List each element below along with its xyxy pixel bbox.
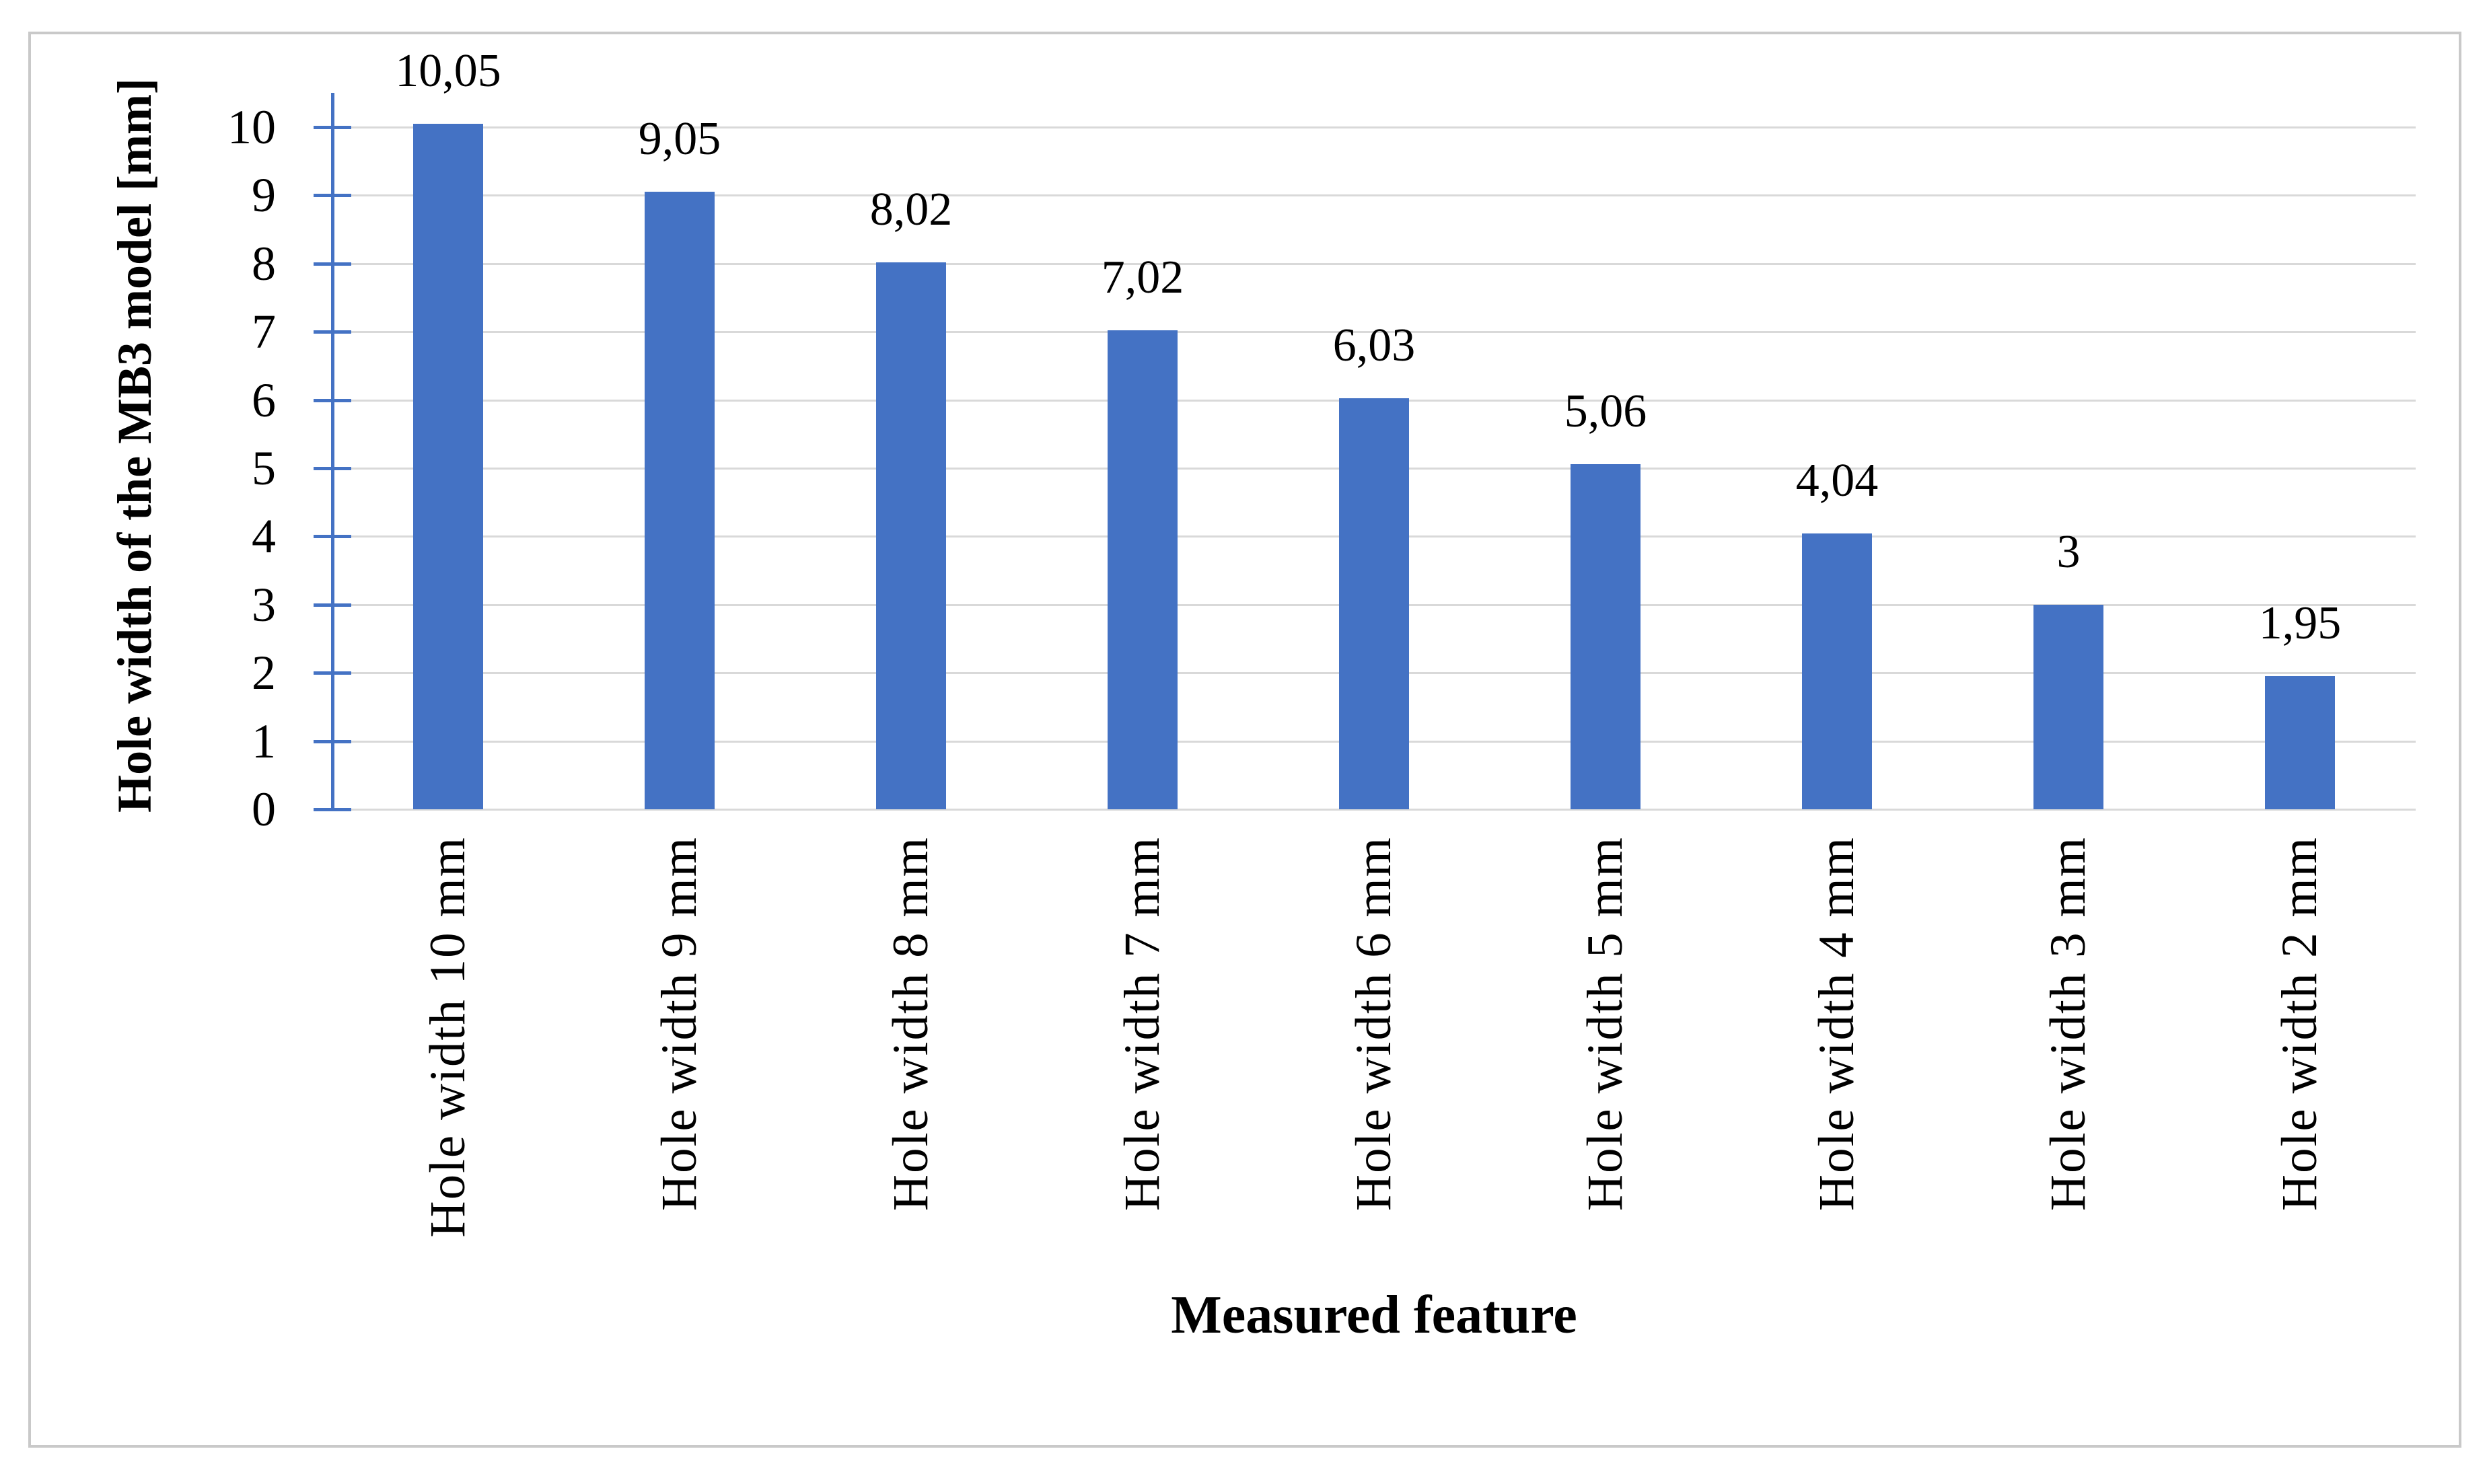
bar [876,262,946,809]
bar [2033,604,2103,809]
category-label: Hole width 5 mm [1577,836,1633,1212]
y-tick [314,330,351,334]
bar-value-label: 6,03 [1332,319,1416,371]
bar-value-label: 10,05 [395,44,501,97]
y-tick [314,194,351,198]
bar-value-label: 1,95 [2258,597,2342,650]
y-tick [314,739,351,743]
y-tick [314,603,351,607]
y-axis-line [331,93,334,811]
bar-value-label: 4,04 [1795,455,1879,507]
bar [413,123,483,809]
gridline [332,126,2416,128]
bar [1108,330,1178,809]
y-axis-title: Hole width of the MB3 model [mm] [108,78,161,813]
category-label: Hole width 3 mm [2040,836,2096,1212]
bar [2265,676,2335,809]
y-tick-label: 7 [252,305,276,359]
x-axis-baseline [332,809,2416,811]
y-tick [314,808,351,811]
bar [1571,463,1641,809]
y-tick-label: 9 [252,168,276,223]
category-label: Hole width 8 mm [883,836,939,1212]
bar-value-label: 9,05 [638,113,721,165]
bar-value-label: 3 [2056,525,2081,578]
y-tick-label: 1 [252,714,276,768]
y-tick-label: 6 [252,373,276,427]
y-tick [314,126,351,129]
y-tick-label: 2 [252,646,276,700]
bar-value-label: 7,02 [1101,252,1184,304]
gridline [332,194,2416,197]
bar [1802,533,1872,809]
y-tick [314,262,351,266]
y-tick-label: 8 [252,236,276,291]
category-label: Hole width 6 mm [1346,836,1402,1212]
y-tick-label: 3 [252,577,276,632]
y-tick-label: 5 [252,441,276,495]
y-tick-label: 0 [252,782,276,836]
x-axis-title: Measured feature [1171,1286,1577,1345]
y-tick [314,398,351,402]
category-label: Hole width 4 mm [1809,836,1865,1212]
gridline [332,262,2416,265]
category-label: Hole width 2 mm [2272,836,2328,1212]
gridline [332,331,2416,334]
category-label: Hole width 10 mm [420,836,476,1238]
y-tick-label: 4 [252,509,276,564]
y-tick [314,535,351,539]
bar-value-label: 8,02 [869,183,953,235]
y-tick-label: 10 [227,100,276,154]
bar [1339,398,1409,809]
y-tick [314,671,351,675]
y-tick [314,467,351,470]
bar [645,192,715,809]
bar-value-label: 5,06 [1564,385,1647,437]
category-label: Hole width 9 mm [651,836,707,1212]
category-label: Hole width 7 mm [1114,836,1170,1212]
